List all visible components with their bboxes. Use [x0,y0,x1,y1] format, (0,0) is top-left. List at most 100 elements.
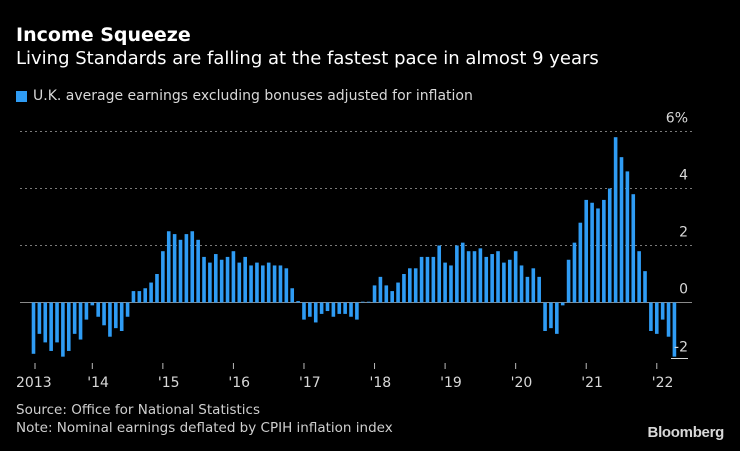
bar [602,199,606,303]
y-tick-label: 4 [679,168,688,184]
y-tick-label: 6% [666,111,688,127]
bar [131,291,136,303]
x-tick-label: '20 [511,375,533,391]
methodology-note: Note: Nominal earnings deflated by CPIH … [16,420,393,436]
bar [96,302,100,317]
bar [337,302,342,314]
bar [284,268,289,303]
bar [566,259,571,303]
y-axis-labels: 6% 4 2 0 -2 [666,111,688,359]
bar [507,259,512,303]
bar [484,256,489,303]
bar [184,234,189,303]
bar [325,302,330,312]
x-tick-label: '15 [158,375,180,391]
bar [125,302,130,317]
bar [366,301,371,303]
bar [513,251,518,303]
bar [490,254,494,303]
x-tick-label: '16 [228,375,250,391]
bar [249,265,253,303]
bar [543,302,547,331]
bar [331,302,336,317]
bar [596,208,600,303]
bar [90,302,95,306]
bar [266,262,271,303]
bar [43,302,48,343]
bar [502,262,506,303]
bar [372,285,377,303]
bar [390,291,394,303]
bar [472,251,477,303]
x-tick-label: '17 [299,375,321,391]
legend-label: U.K. average earnings excluding bonuses … [33,88,473,104]
x-axis-ticks: 2013 '14 '15 '16 '17 '18 '19 '20 '21 '22 [16,363,673,391]
bar [149,282,153,303]
bar [649,302,653,331]
chart-subtitle: Living Standards are falling at the fast… [16,48,599,69]
bar [607,188,612,303]
bar [537,276,541,303]
x-tick-label: '18 [370,375,392,391]
bar [572,242,577,303]
bar [519,265,524,303]
bar [525,276,530,303]
bar [219,259,224,303]
bar [161,251,165,303]
bar [66,302,71,351]
bar [84,302,89,320]
bar [631,194,636,303]
chart-title: Income Squeeze [16,24,191,46]
bar [619,157,624,303]
bar [666,302,671,337]
bar [319,302,324,314]
bar [237,262,242,303]
bar [496,251,500,303]
bar [549,302,553,329]
bar [119,302,124,331]
bar [49,302,53,351]
bar [55,302,59,343]
source-note: Source: Office for National Statistics [16,402,261,418]
bar [261,265,265,303]
x-tick-label: '21 [581,375,603,391]
bar [296,301,300,303]
bar [413,268,418,303]
bar [208,262,212,303]
x-tick-label: '19 [440,375,462,391]
bar [349,302,353,317]
bar [613,137,618,303]
bar-chart: 6% 4 2 0 -2 2013 '14 '15 '16 '17 '18 '19 '20 '21 '22 [16,111,692,391]
bar [408,268,412,303]
bar [378,276,383,303]
x-tick-label: '22 [652,375,674,391]
bar [449,265,453,303]
y-tick-label: -2 [674,340,688,356]
bar [455,245,459,303]
bar [102,302,106,326]
bar [402,274,406,303]
bar [590,202,594,303]
bar [660,302,665,320]
bar [531,268,536,303]
bar [308,302,312,317]
legend: U.K. average earnings excluding bonuses … [16,88,473,104]
bar [384,285,389,303]
bar [37,302,42,334]
bar [196,239,200,303]
bar [672,302,677,357]
bar [202,256,206,303]
bar [313,302,318,323]
bar [478,248,483,303]
bar [437,245,442,303]
bar [360,301,365,303]
bloomberg-logo: Bloomberg [647,424,725,441]
bar [190,231,195,303]
bar [555,302,559,334]
bar [460,242,465,303]
x-tick-label: '14 [87,375,109,391]
bar [213,254,218,303]
bar [72,302,77,334]
bar [272,265,277,303]
bar [61,302,65,357]
